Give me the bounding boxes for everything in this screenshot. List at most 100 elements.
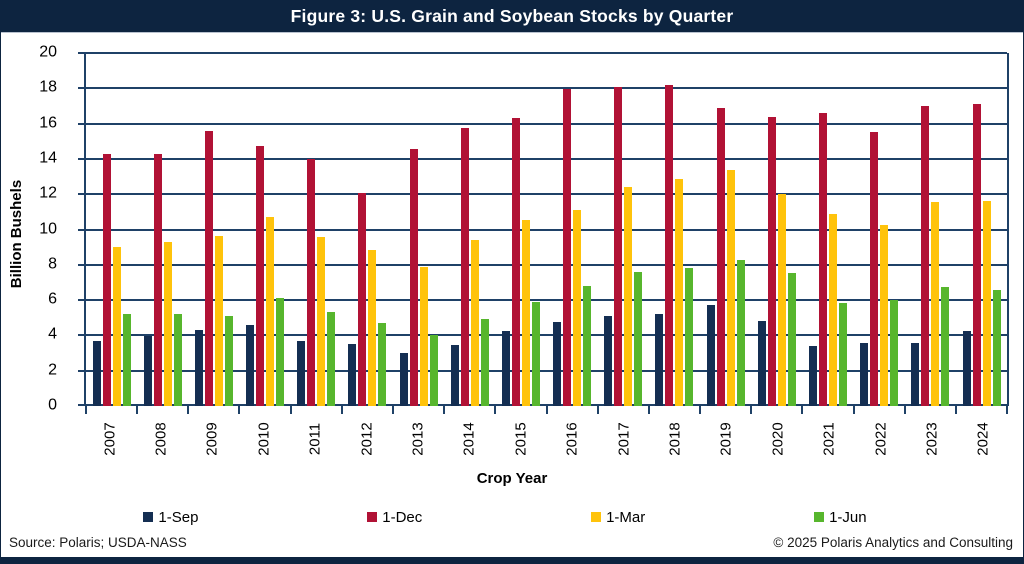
y-axis-tick-8: [78, 263, 86, 266]
bar-1-dec-2007: [102, 153, 111, 406]
x-tick-label-2012: 2012: [358, 422, 376, 456]
bar-1-dec-2009: [204, 130, 213, 406]
source-note: Source: Polaris; USDA-NASS: [9, 535, 187, 550]
bar-1-mar-2023: [931, 202, 940, 406]
x-axis-tick-9: [545, 406, 548, 414]
legend-label-1-dec: 1-Dec: [382, 508, 423, 526]
bar-1-sep-2008: [143, 336, 152, 406]
x-label-cell-2008: 2008: [135, 412, 186, 466]
bar-1-dec-2011: [307, 158, 316, 406]
bar-1-mar-2016: [573, 210, 582, 406]
gridline-2: [86, 369, 1007, 372]
bar-group-2008: [137, 53, 188, 406]
bar-group-2014: [444, 53, 495, 406]
x-label-cell-2016: 2016: [547, 412, 598, 466]
x-axis-tick-8: [494, 406, 497, 414]
figure-title-bar: Figure 3: U.S. Grain and Soybean Stocks …: [1, 1, 1023, 33]
x-label-cell-2009: 2009: [187, 412, 238, 466]
bar-1-dec-2022: [870, 132, 879, 406]
bar-1-jun-2020: [787, 272, 796, 406]
x-tick-label-2014: 2014: [460, 422, 478, 456]
bar-1-sep-2024: [962, 331, 971, 406]
footer: Source: Polaris; USDA-NASS © 2025 Polari…: [9, 535, 1013, 550]
bar-1-jun-2023: [941, 286, 950, 406]
x-label-cell-2014: 2014: [444, 412, 495, 466]
bar-group-2020: [751, 53, 802, 406]
y-tick-label-10: 10: [39, 220, 57, 238]
bar-group-2012: [342, 53, 393, 406]
x-axis-tick-labels: 2007 2008 2009 2010 2011 2012 2013 2014 2015 2016…: [84, 412, 1009, 466]
gridline-0: [86, 404, 1007, 406]
x-tick-label-2011: 2011: [306, 422, 324, 456]
legend-item-1-mar: 1-Mar: [591, 509, 645, 526]
bar-group-2018: [649, 53, 700, 406]
x-axis-tick-15: [852, 406, 855, 414]
gridline-14: [86, 157, 1007, 160]
plot-area: [78, 52, 1009, 414]
bar-1-mar-2019: [726, 169, 735, 406]
x-label-cell-2021: 2021: [803, 412, 854, 466]
bar-1-mar-2011: [317, 237, 326, 406]
bar-1-sep-2012: [348, 344, 357, 406]
legend-label-1-sep: 1-Sep: [158, 508, 199, 526]
y-axis-tick-18: [78, 87, 86, 90]
y-tick-label-18: 18: [39, 78, 57, 96]
bar-1-jun-2018: [685, 268, 694, 406]
bar-1-jun-2009: [224, 316, 233, 406]
x-axis-tick-14: [801, 406, 804, 414]
bar-1-jun-2011: [327, 311, 336, 406]
bar-group-2024: [956, 53, 1007, 406]
legend-swatch-1-dec: [367, 512, 378, 522]
x-axis-tick-1: [136, 406, 139, 414]
bar-1-jun-2024: [992, 289, 1001, 406]
legend-label-1-jun: 1-Jun: [829, 508, 867, 526]
x-tick-label-2018: 2018: [666, 422, 684, 456]
x-label-cell-2007: 2007: [84, 412, 135, 466]
x-axis-tick-5: [340, 406, 343, 414]
bar-1-mar-2020: [777, 194, 786, 406]
bar-1-dec-2008: [153, 153, 162, 406]
y-axis-tick-20: [78, 52, 86, 54]
bar-1-jun-2015: [531, 301, 540, 406]
bar-1-sep-2019: [706, 304, 715, 406]
bar-1-jun-2016: [583, 285, 592, 406]
bar-1-dec-2016: [563, 89, 572, 406]
x-axis-tick-2: [187, 406, 190, 414]
bar-1-sep-2015: [501, 331, 510, 406]
x-label-cell-2012: 2012: [341, 412, 392, 466]
x-axis-tick-4: [289, 406, 292, 414]
bar-1-jun-2014: [480, 318, 489, 406]
legend-swatch-1-mar: [591, 512, 602, 522]
legend-label-1-mar: 1-Mar: [606, 508, 646, 526]
y-axis-tick-6: [78, 299, 86, 302]
y-tick-label-14: 14: [39, 149, 57, 167]
x-axis-tick-11: [647, 406, 650, 414]
bar-1-sep-2022: [860, 343, 869, 406]
bar-1-sep-2016: [553, 322, 562, 406]
bar-1-dec-2013: [409, 149, 418, 406]
bar-group-2017: [598, 53, 649, 406]
x-tick-label-2024: 2024: [974, 422, 992, 456]
bar-1-sep-2018: [655, 314, 664, 406]
x-tick-label-2021: 2021: [820, 422, 838, 456]
x-tick-label-2017: 2017: [615, 422, 633, 456]
bar-1-dec-2012: [358, 193, 367, 406]
y-tick-label-20: 20: [39, 43, 57, 61]
bar-group-2021: [802, 53, 853, 406]
legend-item-1-jun: 1-Jun: [814, 509, 867, 526]
bar-group-2013: [393, 53, 444, 406]
x-axis-tick-6: [391, 406, 394, 414]
bar-1-mar-2008: [163, 241, 172, 406]
y-axis-tick-16: [78, 122, 86, 125]
y-axis-tick-14: [78, 157, 86, 160]
bar-1-sep-2017: [604, 316, 613, 406]
bar-1-sep-2010: [246, 324, 255, 406]
x-tick-label-2013: 2013: [409, 422, 427, 456]
x-label-cell-2011: 2011: [290, 412, 341, 466]
y-tick-label-2: 2: [48, 361, 57, 379]
x-axis-tick-7: [443, 406, 446, 414]
bar-1-dec-2010: [256, 145, 265, 406]
bar-1-dec-2014: [460, 128, 469, 406]
x-axis-tick-18: [1006, 406, 1008, 414]
bar-group-2009: [188, 53, 239, 406]
